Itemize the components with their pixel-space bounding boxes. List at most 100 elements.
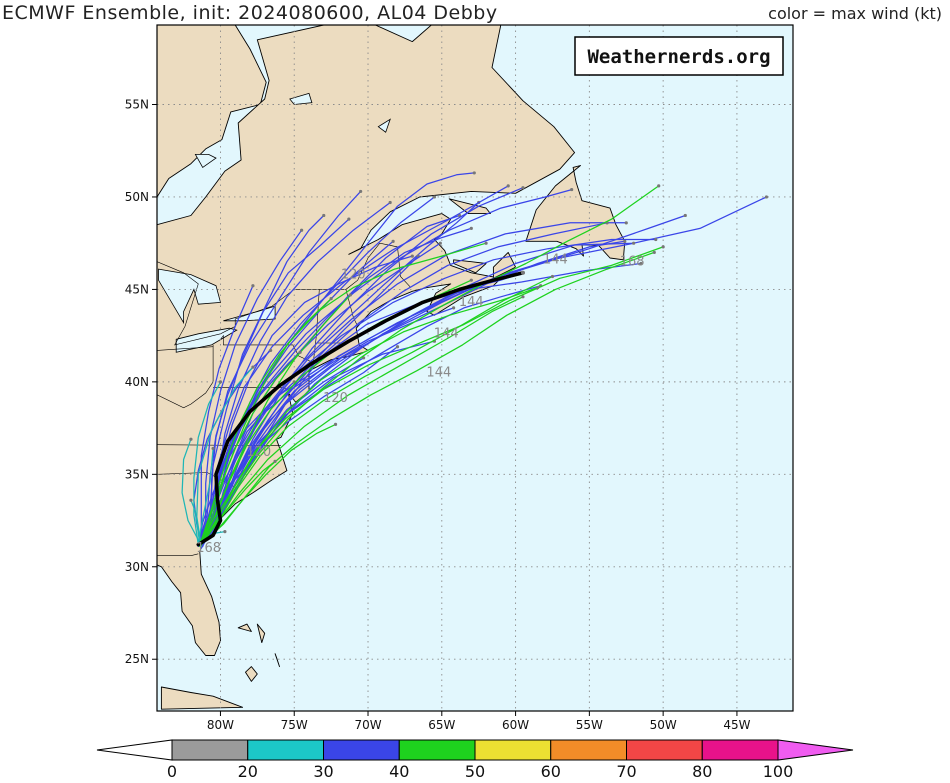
lon-tick-label: 60W: [502, 718, 529, 732]
track-endpoint: [333, 422, 338, 426]
lon-tick-label: 65W: [428, 718, 455, 732]
ensemble-member-track: [199, 275, 554, 548]
track-endpoint: [469, 226, 473, 230]
ensemble-member-track: [196, 366, 254, 548]
colorbar-segment: [626, 739, 703, 761]
forecast-hour-label: 144: [426, 365, 451, 380]
lon-tick-label: 55W: [576, 718, 603, 732]
land-mass: [237, 623, 252, 632]
political-border: [157, 344, 214, 409]
track-endpoint: [329, 297, 333, 301]
lake: [377, 118, 391, 133]
ensemble-member-track: [190, 499, 201, 546]
forecast-hour-label: 120: [341, 267, 366, 282]
track-endpoint: [251, 284, 255, 288]
lat-tick-label: 35N: [125, 467, 149, 481]
ensemble-member-track: [181, 438, 201, 544]
ensemble-member-track: [200, 238, 657, 549]
lat-tick-label: 30N: [125, 560, 149, 574]
lon-tick-label: 80W: [207, 718, 234, 732]
wind-colorbar: 0 20 30 40 50 60 70 80 100: [96, 739, 854, 781]
ensemble-member-track: [193, 381, 222, 546]
colorbar-label: 30: [313, 762, 333, 781]
colorbar-segment: [398, 739, 476, 761]
ensemble-mean-track: [196, 270, 525, 547]
axis-labels: 80W 75W 70W 65W 60W 55W 50W 45W 25N 30N 35N 40N 45N 5…: [125, 98, 751, 732]
land-mass: [157, 25, 576, 656]
track-endpoint: [484, 241, 488, 245]
legend-caption: color = max wind (kt): [768, 4, 942, 23]
forecast-hour-labels: 120 120 120 144 144 144 144 168 168: [196, 253, 644, 556]
track-endpoint: [632, 241, 636, 245]
track-endpoint: [300, 228, 304, 232]
colorbar-label: 0: [167, 762, 177, 781]
ensemble-member-track: [197, 229, 303, 546]
track-endpoint: [452, 306, 456, 310]
ensemble-tracks: [181, 171, 769, 549]
track-endpoint: [764, 195, 769, 199]
track-endpoint: [251, 365, 255, 369]
track-endpoint: [322, 213, 326, 218]
track-endpoint: [218, 380, 223, 384]
political-border: [157, 553, 199, 557]
ensemble-member-track: [197, 218, 350, 544]
lake: [194, 153, 217, 168]
lake: [102, 225, 154, 264]
lat-tick-label: 45N: [125, 282, 149, 296]
lon-tick-label: 75W: [281, 718, 308, 732]
map-title: ECMWF Ensemble, init: 2024080600, AL04 D…: [2, 2, 498, 24]
land-mass: [157, 25, 267, 198]
track-endpoint: [506, 184, 510, 188]
colorbar-segment: [171, 739, 249, 761]
ensemble-member-track: [199, 240, 394, 546]
track-endpoint: [550, 274, 555, 279]
land-mass: [256, 623, 266, 644]
track-endpoint: [395, 345, 400, 349]
ensemble-member-track: [197, 447, 214, 544]
ensemble-member-track: [200, 460, 276, 544]
track-endpoint: [348, 293, 352, 297]
track-endpoint: [211, 446, 215, 451]
track-endpoint: [639, 261, 643, 266]
track-endpoint: [521, 295, 525, 299]
track-endpoint: [388, 200, 392, 205]
track-endpoint: [189, 498, 193, 502]
colorbar-label: 20: [238, 762, 258, 781]
land-mass: [245, 666, 258, 682]
lake: [158, 268, 222, 325]
track-endpoint: [347, 217, 351, 221]
track-endpoint: [391, 239, 395, 243]
colorbar-label: 40: [389, 762, 409, 781]
track-endpoint: [624, 221, 628, 225]
land-mass: [160, 686, 244, 710]
watermark-box: Weathernerds.org: [574, 36, 784, 76]
track-endpoint: [683, 213, 687, 218]
lat-tick-label: 40N: [125, 375, 149, 389]
track-endpoint: [520, 270, 525, 275]
track-endpoint: [536, 285, 540, 290]
ensemble-member-track: [200, 285, 254, 544]
track-endpoint: [269, 348, 273, 353]
borders-layer: [157, 242, 412, 557]
colorbar-high-arrow: [777, 739, 854, 761]
watermark-text: Weathernerds.org: [587, 46, 770, 68]
colorbar-segment: [247, 739, 324, 761]
lat-tick-label: 25N: [125, 652, 149, 666]
track-endpoint: [652, 250, 656, 255]
lon-tick-label: 50W: [650, 718, 677, 732]
lat-tick-label: 50N: [125, 190, 149, 204]
forecast-hour-label: 144: [543, 253, 568, 268]
track-endpoint: [654, 237, 658, 242]
ensemble-member-track: [199, 286, 539, 546]
colorbar-label: 100: [763, 762, 794, 781]
political-border: [157, 242, 412, 346]
ensemble-member-track: [199, 214, 325, 544]
track-endpoint: [657, 184, 661, 188]
track-endpoint: [570, 187, 574, 192]
track-endpoint: [273, 459, 277, 463]
ensemble-member-track: [202, 296, 524, 544]
plot-frame: [156, 24, 794, 712]
track-endpoint: [432, 195, 437, 199]
forecast-hour-label: 168: [196, 541, 221, 556]
